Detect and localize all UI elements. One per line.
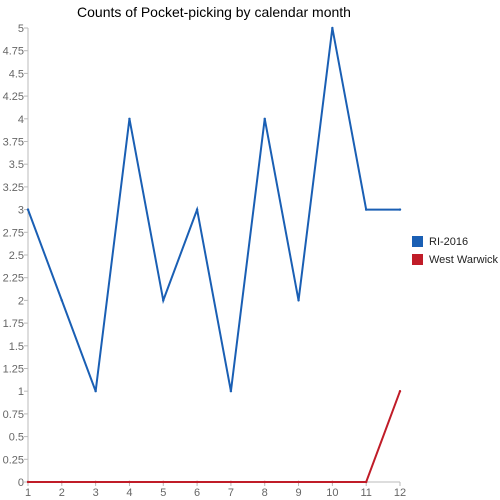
x-tick-label: 3 xyxy=(93,487,99,499)
data-point xyxy=(297,480,300,484)
data-point xyxy=(331,480,334,484)
data-point xyxy=(229,390,233,393)
data-point xyxy=(364,208,368,211)
data-point xyxy=(60,480,64,484)
data-point xyxy=(26,480,30,484)
data-point xyxy=(128,117,131,121)
x-tick-label: 9 xyxy=(295,487,301,499)
data-point xyxy=(263,480,266,484)
data-point xyxy=(364,480,368,484)
legend: RI-2016 West Warwick xyxy=(412,236,499,266)
y-tick-label: 4.25 xyxy=(3,91,24,103)
y-tick-label: 0.5 xyxy=(9,432,24,444)
y-tick-label: 1.75 xyxy=(3,318,24,330)
y-tick-label: 5 xyxy=(18,23,24,35)
x-tick-label: 8 xyxy=(262,487,268,499)
x-tick-label: 12 xyxy=(394,487,406,499)
data-point xyxy=(26,208,30,211)
y-tick-label: 2.75 xyxy=(3,227,24,239)
x-tick-label: 10 xyxy=(326,487,338,499)
y-tick-label: 4 xyxy=(18,114,24,126)
series-layer xyxy=(26,26,402,484)
y-tick-label: 4.5 xyxy=(9,68,24,80)
y-tick-label: 3 xyxy=(18,205,24,217)
y-tick-label: 3.75 xyxy=(3,137,24,149)
data-point xyxy=(195,208,199,211)
data-point xyxy=(94,390,97,393)
data-point xyxy=(128,480,131,484)
data-point xyxy=(398,390,402,393)
data-point xyxy=(94,480,97,484)
x-tick-label: 4 xyxy=(126,487,132,499)
y-tick-label: 0.75 xyxy=(3,409,24,421)
legend-swatch xyxy=(412,254,423,265)
data-point xyxy=(398,208,402,211)
data-point xyxy=(263,117,266,121)
x-tick-label: 5 xyxy=(160,487,166,499)
data-point xyxy=(60,299,64,302)
x-tick-label: 6 xyxy=(194,487,200,499)
data-point xyxy=(162,299,165,302)
data-point xyxy=(297,299,300,302)
data-point xyxy=(229,480,233,484)
y-tick-label: 1 xyxy=(18,386,24,398)
legend-swatch xyxy=(412,236,423,247)
y-tick-label: 2 xyxy=(18,295,24,307)
x-tick-label: 7 xyxy=(228,487,234,499)
data-point xyxy=(331,26,334,30)
axes: 0 0.25 0.5 0.75 1 1.25 1.5 1.75 2 2.25 2.5 2.75 3 3.2… xyxy=(3,23,407,499)
data-point xyxy=(195,480,199,484)
legend-label: West Warwick xyxy=(429,254,499,266)
x-tick-label: 11 xyxy=(360,487,371,499)
y-tick-label: 4.75 xyxy=(3,46,24,58)
y-tick-label: 3.5 xyxy=(9,159,24,171)
x-tick-label: 1 xyxy=(25,487,31,499)
y-tick-label: 0 xyxy=(18,477,24,489)
y-tick-label: 1.5 xyxy=(9,341,24,353)
series-line-ri-2016 xyxy=(27,27,400,392)
data-point xyxy=(162,480,165,484)
legend-label: RI-2016 xyxy=(429,236,468,248)
y-tick-label: 1.25 xyxy=(3,364,24,376)
y-tick-label: 0.25 xyxy=(3,454,24,466)
series-line-west-warwick xyxy=(28,390,401,483)
x-tick-label: 2 xyxy=(59,487,65,499)
y-tick-label: 2.5 xyxy=(9,250,24,262)
y-tick-label: 3.25 xyxy=(3,182,24,194)
chart-title: Counts of Pocket-picking by calendar mon… xyxy=(77,4,351,20)
y-tick-label: 2.25 xyxy=(3,273,24,285)
